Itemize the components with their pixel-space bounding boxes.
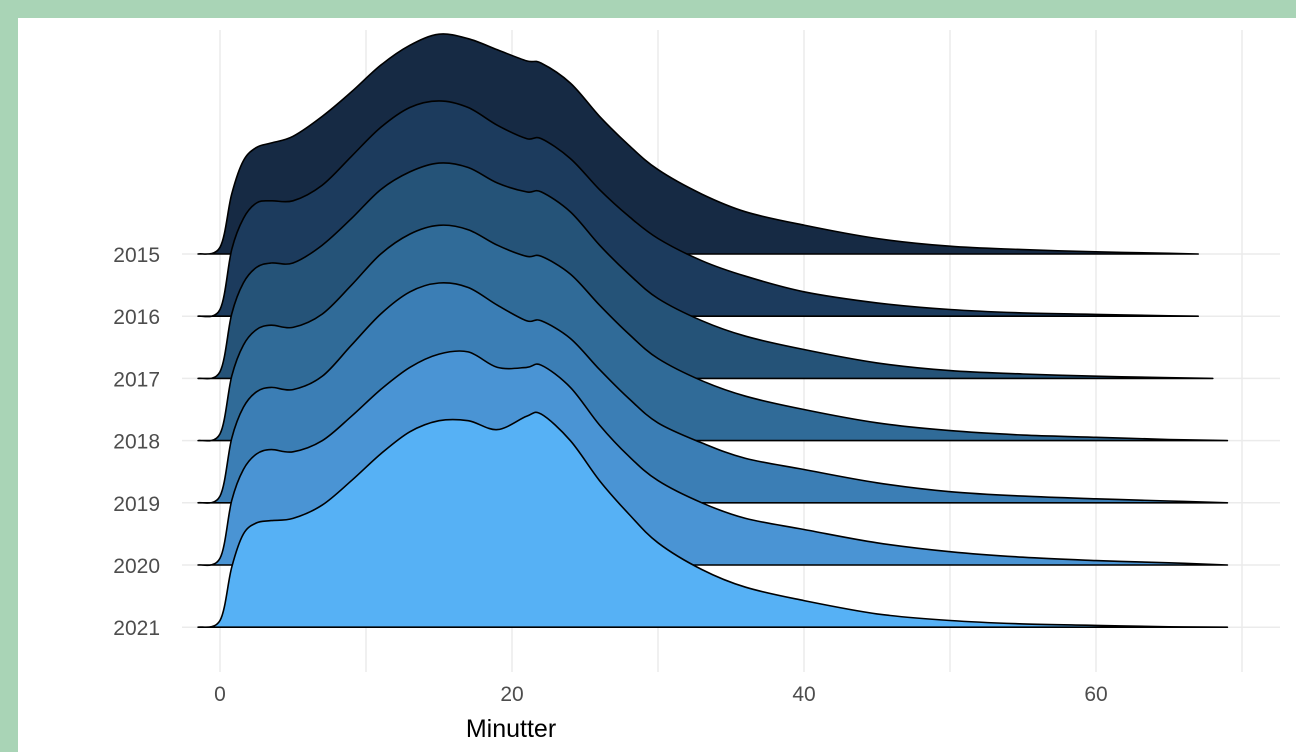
y-tick-label-2021: 2021: [113, 617, 160, 640]
y-tick-label-2020: 2020: [113, 555, 160, 578]
plot-frame: 2015 2016 2017 2018 2019 2020 2021 0 20 40 60 Min…: [18, 18, 1296, 752]
x-axis-title: Minutter: [466, 715, 556, 743]
y-tick-label-2018: 2018: [113, 431, 160, 454]
x-tick-label-0: 0: [214, 683, 226, 706]
x-tick-labels: 0 20 40 60: [214, 683, 1108, 706]
y-tick-label-2016: 2016: [113, 306, 160, 329]
ridges-layer: [197, 33, 1229, 629]
ridge-2021: [197, 411, 1229, 629]
y-tick-label-2019: 2019: [113, 493, 160, 516]
x-tick-label-20: 20: [500, 683, 523, 706]
y-tick-label-2017: 2017: [113, 368, 160, 391]
x-tick-label-60: 60: [1084, 683, 1107, 706]
y-tick-labels: 2015 2016 2017 2018 2019 2020 2021: [113, 244, 160, 640]
y-tick-label-2015: 2015: [113, 244, 160, 267]
x-tick-label-40: 40: [792, 683, 815, 706]
ridgeline-chart: 2015 2016 2017 2018 2019 2020 2021 0 20 40 60 Min…: [113, 30, 1280, 743]
